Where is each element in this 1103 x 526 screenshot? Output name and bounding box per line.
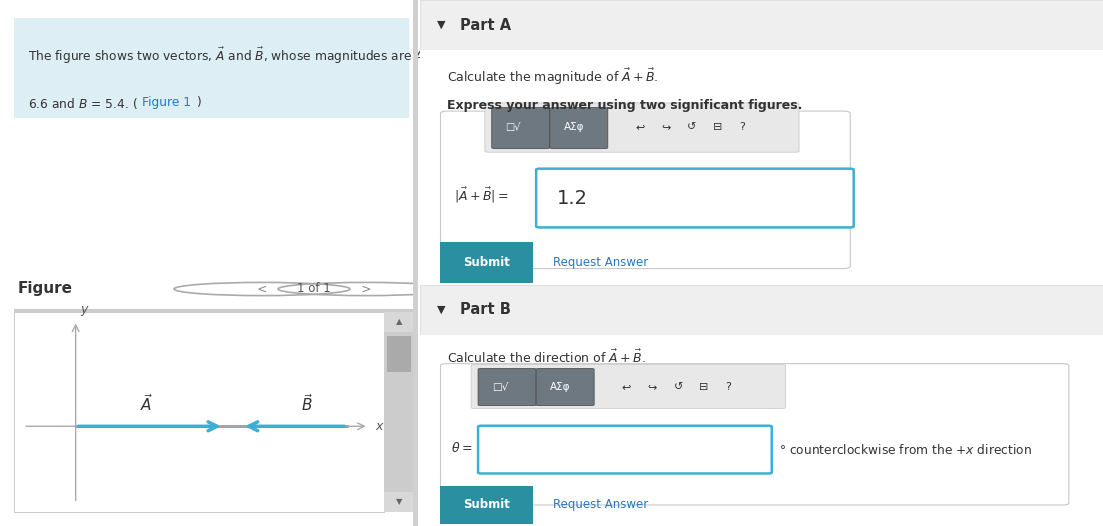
Text: ?: ? <box>726 382 731 392</box>
FancyBboxPatch shape <box>478 426 772 473</box>
Text: AΣφ: AΣφ <box>549 382 570 392</box>
Bar <box>384 492 414 512</box>
Text: ↺: ↺ <box>687 122 696 132</box>
Text: ↩: ↩ <box>635 122 644 132</box>
Text: ): ) <box>195 96 201 109</box>
Text: $y$: $y$ <box>81 304 90 318</box>
Text: Request Answer: Request Answer <box>554 256 649 269</box>
Text: $\vec{A}$: $\vec{A}$ <box>140 392 153 413</box>
Text: ↺: ↺ <box>674 382 683 392</box>
Text: Figure 1: Figure 1 <box>141 96 191 109</box>
Text: $|\vec{A} + \vec{B}| =$: $|\vec{A} + \vec{B}| =$ <box>454 186 508 205</box>
Text: ▼: ▼ <box>437 20 446 30</box>
FancyBboxPatch shape <box>440 486 533 524</box>
Text: The figure shows two vectors, $\vec{A}$ and $\vec{B}$, whose magnitudes are $A$ : The figure shows two vectors, $\vec{A}$ … <box>28 46 438 66</box>
Text: Calculate the magnitude of $\vec{A} + \vec{B}$.: Calculate the magnitude of $\vec{A} + \v… <box>448 66 658 87</box>
Text: 1 of 1: 1 of 1 <box>297 282 331 296</box>
Text: ↩: ↩ <box>621 382 631 392</box>
FancyBboxPatch shape <box>536 169 854 227</box>
Text: Request Answer: Request Answer <box>554 499 649 511</box>
FancyBboxPatch shape <box>440 111 850 269</box>
FancyBboxPatch shape <box>471 365 785 409</box>
Text: Part B: Part B <box>460 302 511 318</box>
Text: $\vec{B}$: $\vec{B}$ <box>301 392 313 413</box>
Bar <box>387 336 411 372</box>
Text: Calculate the direction of $\vec{A} + \vec{B}$.: Calculate the direction of $\vec{A} + \v… <box>448 348 646 366</box>
Text: ▲: ▲ <box>396 318 403 327</box>
Text: ↪: ↪ <box>661 122 671 132</box>
Text: 1.2: 1.2 <box>557 188 588 208</box>
FancyBboxPatch shape <box>440 363 1069 505</box>
Text: $\theta =$: $\theta =$ <box>451 441 472 454</box>
FancyBboxPatch shape <box>549 108 608 149</box>
Text: ⊟: ⊟ <box>713 122 722 132</box>
Text: Express your answer using two significant figures.: Express your answer using two significan… <box>448 99 803 113</box>
Text: >: > <box>361 282 372 296</box>
Bar <box>384 312 414 332</box>
FancyBboxPatch shape <box>478 368 536 406</box>
Text: ▼: ▼ <box>437 305 446 315</box>
Text: Part A: Part A <box>460 17 511 33</box>
Text: □√: □√ <box>492 382 508 392</box>
Text: AΣφ: AΣφ <box>564 122 583 132</box>
FancyBboxPatch shape <box>536 368 595 406</box>
Text: Submit: Submit <box>463 256 511 269</box>
Text: ↪: ↪ <box>647 382 656 392</box>
FancyBboxPatch shape <box>440 241 533 282</box>
Text: □√: □√ <box>505 122 521 132</box>
FancyBboxPatch shape <box>485 103 799 152</box>
Text: 6.6 and $B$ = 5.4. (: 6.6 and $B$ = 5.4. ( <box>28 96 138 111</box>
Text: $x$: $x$ <box>375 420 385 433</box>
Text: ° counterclockwise from the $+x$ direction: ° counterclockwise from the $+x$ directi… <box>779 442 1031 457</box>
Text: <: < <box>257 282 267 296</box>
FancyBboxPatch shape <box>492 108 549 149</box>
Text: ⊟: ⊟ <box>699 382 709 392</box>
Text: Figure: Figure <box>18 281 73 297</box>
Text: Submit: Submit <box>463 499 511 511</box>
Text: ?: ? <box>739 122 745 132</box>
Text: ▼: ▼ <box>396 498 403 507</box>
